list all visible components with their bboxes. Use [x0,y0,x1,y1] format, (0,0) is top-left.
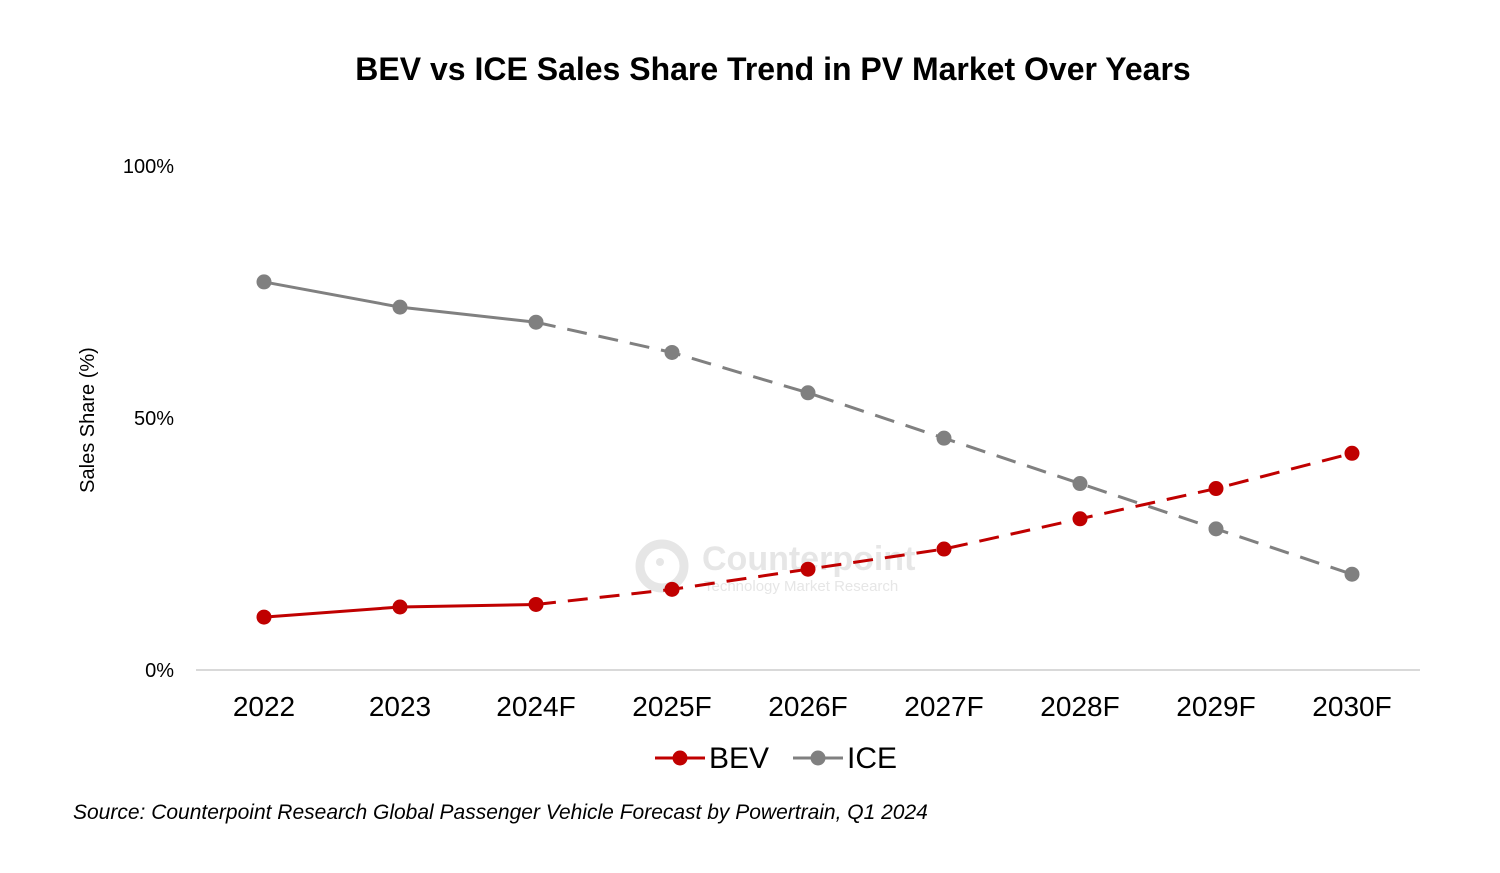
watermark-tagline: Technology Market Research [704,578,898,595]
data-point [800,385,816,401]
data-point [392,599,408,615]
x-tick-label: 2024F [496,691,575,722]
y-axis-ticks: 0% 50% 100% [123,156,174,682]
legend-marker-icon [810,750,826,766]
y-tick-label: 0% [145,660,174,682]
data-point [528,596,544,612]
data-point [256,609,272,625]
y-tick-label: 50% [134,408,174,430]
x-tick-label: 2027F [904,691,983,722]
series-bev [256,445,1360,625]
x-tick-label: 2025F [632,691,711,722]
data-point [1072,511,1088,527]
legend-label: BEV [709,742,769,775]
legend-item-ice: ICE [793,742,897,775]
legend-marker-icon [672,750,688,766]
watermark-logo-dot [656,558,664,566]
x-tick-label: 2029F [1176,691,1255,722]
legend-item-bev: BEV [655,742,769,775]
x-tick-label: 2026F [768,691,847,722]
data-point [800,561,816,577]
x-tick-label: 2030F [1312,691,1391,722]
y-axis-label: Sales Share (%) [77,347,99,493]
data-point [392,299,408,315]
data-point [1072,476,1088,492]
y-tick-label: 100% [123,156,174,178]
x-tick-label: 2028F [1040,691,1119,722]
series-line-forecast [535,451,1353,606]
data-point [256,274,272,290]
series-line-forecast [535,320,1353,576]
x-axis-ticks: 2022 2023 2024F 2025F 2026F 2027F 2028F 2029F 20… [233,691,1392,722]
watermark-logo-icon [635,539,689,593]
source-note: Source: Counterpoint Research Global Pas… [73,801,928,824]
x-tick-label: 2023 [369,691,431,722]
data-point [1344,445,1360,461]
data-point [664,344,680,360]
series-ice [256,274,1360,582]
data-point [1208,481,1224,497]
data-point [1208,521,1224,537]
data-point [936,430,952,446]
data-point [936,541,952,557]
legend: BEV ICE [655,742,897,775]
watermark: Counterpoint Technology Market Research [635,539,915,595]
data-point [1344,566,1360,582]
legend-label: ICE [847,742,897,775]
chart-title: BEV vs ICE Sales Share Trend in PV Marke… [355,51,1190,87]
x-tick-label: 2022 [233,691,295,722]
data-point [664,581,680,597]
data-point [528,314,544,330]
series-layer [256,274,1360,625]
